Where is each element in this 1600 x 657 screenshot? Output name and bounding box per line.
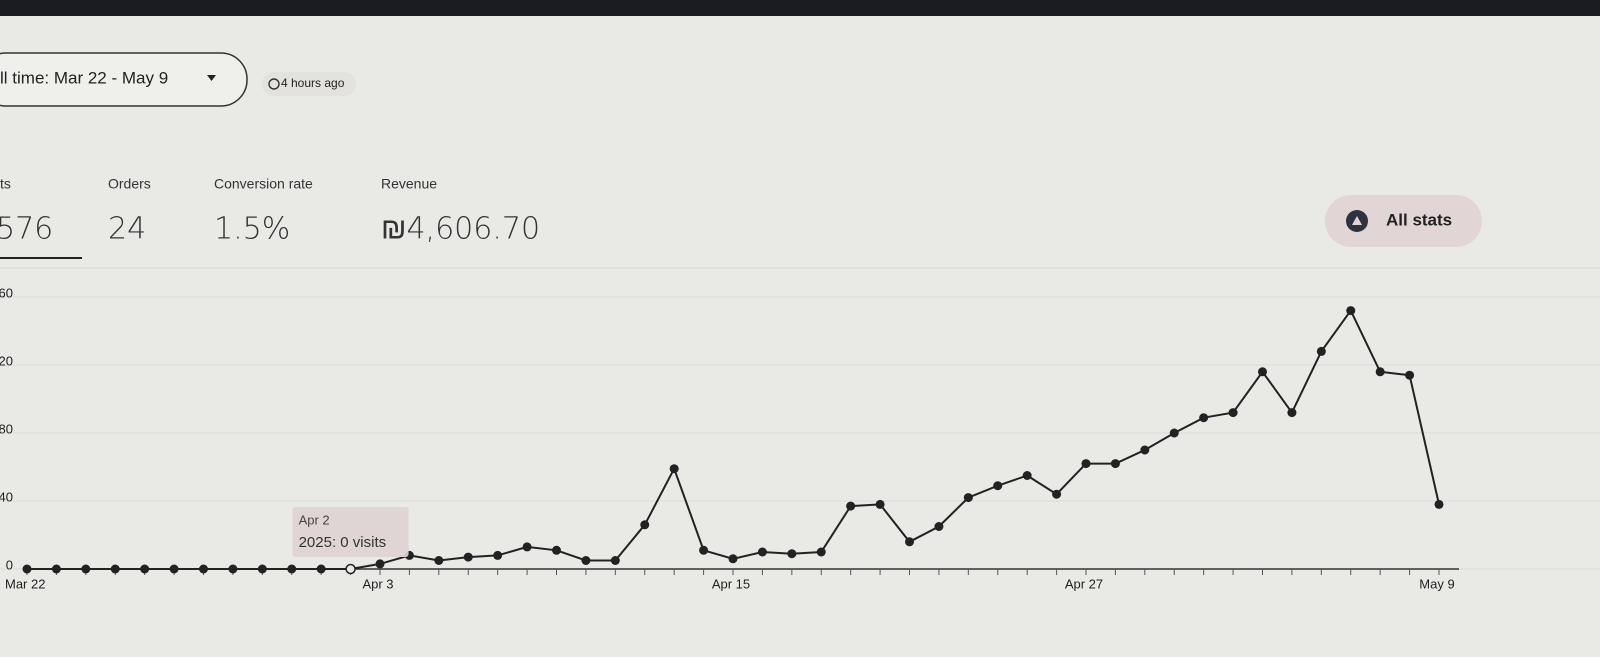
- all-stats-button[interactable]: [1325, 195, 1482, 247]
- data-point: [110, 564, 120, 574]
- dropdown-arrow: [207, 75, 216, 81]
- data-point: [1346, 306, 1356, 316]
- data-point: [1022, 471, 1032, 480]
- data-point: [51, 564, 61, 574]
- data-point: [552, 545, 561, 555]
- data-point: [199, 564, 208, 574]
- data-point: [787, 549, 797, 559]
- x-tick-label: Apr 27: [1065, 576, 1103, 591]
- data-point: [316, 564, 326, 574]
- data-point: [140, 564, 150, 574]
- stat-label: Revenue: [381, 176, 437, 192]
- updated: 4 hours ago: [281, 76, 345, 90]
- x-tick-label: May 9: [1419, 576, 1454, 591]
- data-point: [963, 493, 973, 503]
- tooltip-title: Apr 2: [299, 512, 330, 527]
- data-point: [640, 520, 650, 530]
- tooltip-box: [292, 507, 409, 557]
- x-tick-label: Mar 22: [5, 576, 45, 591]
- x-tick-label: Apr 3: [362, 576, 393, 591]
- data-point: [1081, 459, 1091, 469]
- data-point: [1258, 367, 1267, 377]
- data-point: [1169, 428, 1179, 438]
- chart: 0 40 80 120 160 Mar 22 Apr 3 Apr 15 Apr 27 May 9 A…: [0, 285, 1600, 591]
- all-stats-icon-glyph: [1352, 216, 1362, 225]
- data-point: [375, 559, 385, 569]
- data-point: [434, 556, 444, 565]
- data-point: [1140, 445, 1150, 455]
- stat-label: Conversion rate: [214, 176, 313, 192]
- date-range: ll time: Mar 22 - May 9: [0, 68, 168, 87]
- data-point: [757, 547, 767, 557]
- data-point: [905, 537, 914, 547]
- stats-tabs: ts 576 Orders 24 Conversion rate 1.5% Revenue ₪…: [0, 176, 540, 247]
- data-point: [610, 556, 620, 565]
- data-point: [228, 564, 238, 574]
- data-point: [257, 564, 267, 574]
- top-bar: [0, 0, 1600, 16]
- data-point: [493, 550, 503, 560]
- all-stats: All stats: [1386, 210, 1452, 229]
- y-tick-label: 160: [0, 285, 13, 300]
- data-point: [1316, 346, 1326, 356]
- data-point: [728, 554, 738, 564]
- data-point: [522, 542, 532, 552]
- data-point: [934, 522, 944, 531]
- stat-value: 576: [0, 212, 53, 247]
- y-tick-label: 120: [0, 353, 13, 368]
- data-point: [816, 547, 826, 557]
- data-point: [1434, 499, 1444, 509]
- data-point: [699, 545, 709, 555]
- data-point: [463, 552, 473, 562]
- data-point: [669, 464, 679, 474]
- data-point: [287, 564, 297, 574]
- data-point: [581, 556, 591, 565]
- stat-label: Orders: [108, 176, 151, 192]
- data-point: [22, 564, 32, 574]
- stat-value: ₪4,606.70: [381, 212, 540, 247]
- data-point: [846, 501, 856, 511]
- date-range-button[interactable]: [0, 52, 248, 107]
- updated-pill: [262, 72, 356, 96]
- data-point: [169, 564, 179, 574]
- y-tick-label: 80: [0, 421, 13, 436]
- data-point: [1110, 459, 1120, 469]
- stat-value: 1.5%: [214, 212, 290, 247]
- data-point: [1375, 367, 1385, 377]
- y-tick-label: 0: [6, 557, 13, 572]
- series-line: [27, 308, 1440, 570]
- data-point: [993, 481, 1003, 491]
- clock-icon: [268, 78, 280, 90]
- stat-value: 24: [108, 212, 146, 247]
- data-point: [1228, 408, 1238, 418]
- y-tick-label: 40: [0, 489, 13, 504]
- data-point: [1199, 413, 1209, 423]
- data-point: [1287, 408, 1297, 418]
- data-point: [1405, 370, 1415, 380]
- data-point: [1052, 489, 1062, 499]
- data-point: [875, 499, 885, 509]
- x-tick-label: Apr 15: [712, 576, 750, 591]
- data-point: [81, 564, 91, 574]
- data-point: [345, 563, 356, 575]
- stat-label: ts: [0, 176, 11, 192]
- tooltip-text: 2025: 0 visits: [299, 534, 387, 551]
